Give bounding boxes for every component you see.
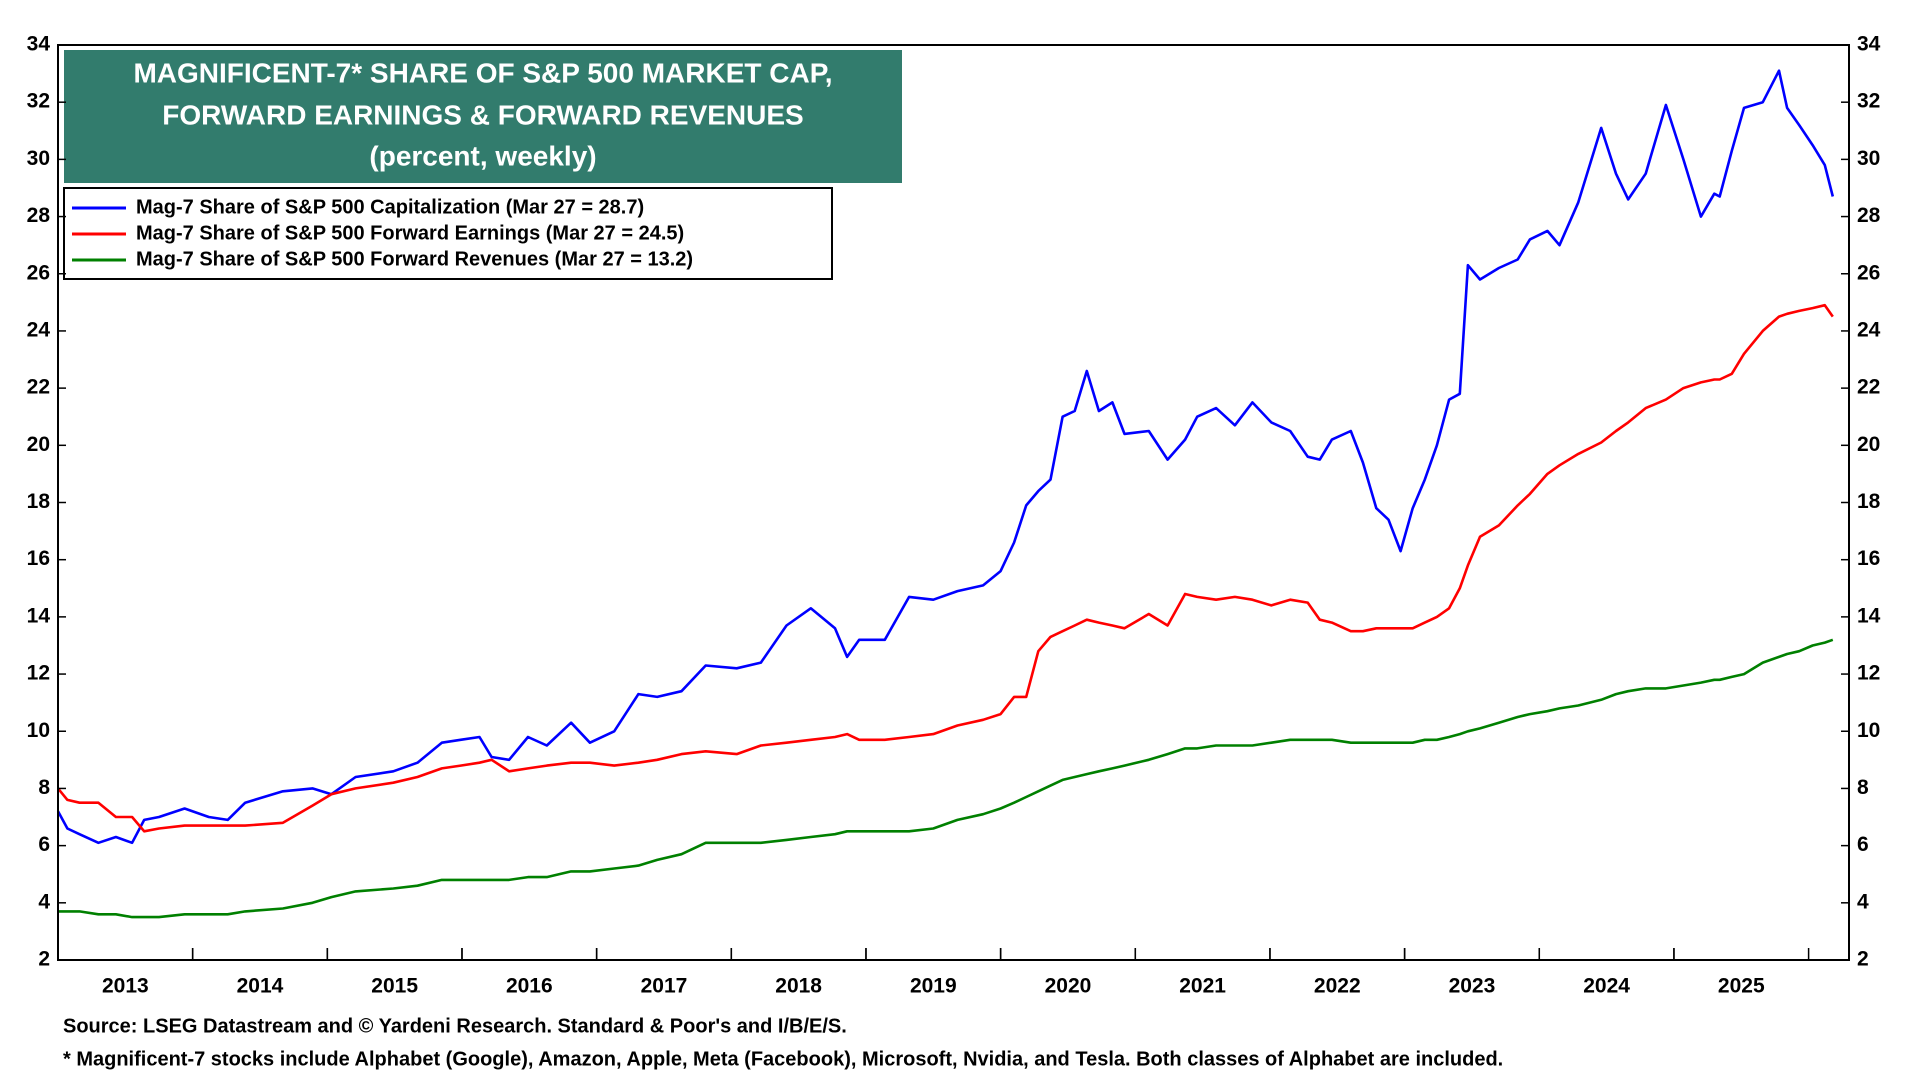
y-tick-label: 22 — [27, 376, 50, 399]
y2-tick-label: 32 — [1857, 90, 1880, 113]
y2-tick-label: 16 — [1857, 547, 1880, 570]
x-tick-label: 2021 — [1179, 975, 1226, 998]
y2-tick-label: 26 — [1857, 261, 1880, 284]
y-tick-label: 24 — [27, 318, 51, 341]
y2-tick-label: 12 — [1857, 662, 1880, 685]
x-tick-label: 2024 — [1583, 975, 1630, 998]
legend: Mag-7 Share of S&P 500 Capitalization (M… — [72, 196, 693, 270]
y-tick-label: 2 — [38, 948, 50, 971]
x-tick-label: 2014 — [237, 975, 284, 998]
legend-box — [63, 187, 833, 280]
legend-label: Mag-7 Share of S&P 500 Forward Earnings … — [136, 222, 684, 244]
y-tick-label: 30 — [27, 147, 50, 170]
source-note: Source: LSEG Datastream and © Yardeni Re… — [63, 1015, 847, 1037]
chart-title: MAGNIFICENT-7* SHARE OF S&P 500 MARKET C… — [133, 57, 832, 88]
x-tick-label: 2018 — [775, 975, 822, 998]
series-line — [56, 69, 1835, 845]
y-tick-label: 10 — [27, 719, 50, 742]
y2-tick-label: 30 — [1857, 147, 1880, 170]
series-line — [56, 303, 1834, 833]
x-tick-label: 2013 — [102, 975, 149, 998]
legend-label: Mag-7 Share of S&P 500 Capitalization (M… — [136, 196, 644, 218]
x-tick-label: 2020 — [1045, 975, 1092, 998]
x-tick-label: 2019 — [910, 975, 957, 998]
y2-tick-label: 20 — [1857, 433, 1880, 456]
y2-tick-label: 18 — [1857, 490, 1881, 513]
x-tick-label: 2017 — [641, 975, 688, 998]
y2-tick-label: 4 — [1857, 890, 1869, 913]
series-line — [58, 638, 1834, 919]
y-tick-label: 16 — [27, 547, 50, 570]
x-tick-label: 2016 — [506, 975, 553, 998]
y-tick-label: 18 — [27, 490, 51, 513]
y2-tick-label: 14 — [1857, 604, 1881, 627]
y-tick-label: 14 — [27, 604, 51, 627]
y2-tick-label: 2 — [1857, 948, 1869, 971]
chart-title: FORWARD EARNINGS & FORWARD REVENUES — [162, 99, 803, 130]
chart-subtitle: (percent, weekly) — [369, 140, 596, 171]
y2-tick-label: 10 — [1857, 719, 1880, 742]
y-tick-label: 32 — [27, 90, 50, 113]
title-box — [64, 50, 902, 183]
legend-label: Mag-7 Share of S&P 500 Forward Revenues … — [136, 248, 693, 270]
x-tick-label: 2025 — [1718, 975, 1765, 998]
y-tick-label: 26 — [27, 261, 50, 284]
y-tick-label: 4 — [38, 890, 50, 913]
y-tick-label: 12 — [27, 662, 50, 685]
y-tick-label: 34 — [27, 33, 51, 56]
y2-tick-label: 22 — [1857, 376, 1880, 399]
x-tick-label: 2023 — [1449, 975, 1496, 998]
y2-tick-label: 6 — [1857, 833, 1869, 856]
y-tick-label: 20 — [27, 433, 50, 456]
y2-tick-label: 8 — [1857, 776, 1869, 799]
y2-tick-label: 28 — [1857, 204, 1881, 227]
y2-tick-label: 24 — [1857, 318, 1881, 341]
y2-tick-label: 34 — [1857, 33, 1881, 56]
x-tick-label: 2022 — [1314, 975, 1361, 998]
footnote: * Magnificent-7 stocks include Alphabet … — [63, 1048, 1503, 1070]
plot-area — [56, 69, 1835, 919]
y-tick-label: 28 — [27, 204, 51, 227]
x-tick-label: 2015 — [371, 975, 418, 998]
y-tick-label: 8 — [38, 776, 50, 799]
y-tick-label: 6 — [38, 833, 50, 856]
